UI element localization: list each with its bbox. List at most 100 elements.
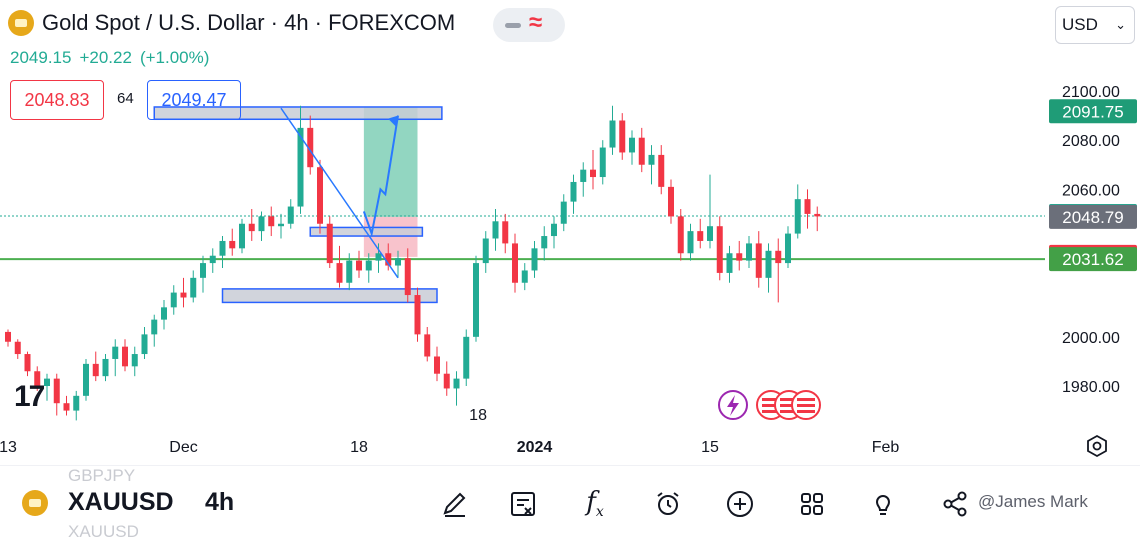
buy-button[interactable]: 2049.47: [147, 80, 241, 120]
indicators-button[interactable]: fx: [575, 484, 615, 524]
order-panel-button[interactable]: [503, 484, 543, 524]
projection-arrowhead: [388, 115, 398, 127]
candle-body: [638, 137, 645, 165]
ideas-button[interactable]: [863, 484, 903, 524]
document-close-icon: [511, 492, 535, 516]
candle-body: [229, 240, 236, 249]
price-chart[interactable]: 1980.00 2000.00 2060.00 2080.00 2100.002091.…: [0, 0, 1140, 466]
candle-body: [131, 354, 138, 367]
symbol-title-text: Gold Spot / U.S. Dollar · 4h · FOREXCOM: [42, 10, 456, 35]
x-tick-label: 13: [0, 439, 17, 456]
candle-body: [102, 358, 109, 377]
candle-body: [473, 263, 479, 337]
draw-tool-button[interactable]: [434, 484, 474, 524]
function-icon: fx: [586, 487, 604, 521]
price-tag-label: 2048.79: [1062, 208, 1123, 227]
plus-circle-icon: [727, 491, 753, 517]
candle-body: [180, 292, 187, 298]
lightning-bolt: [727, 395, 739, 416]
candle-body: [190, 277, 197, 298]
currency-select[interactable]: USD ⌄: [1055, 6, 1135, 44]
grid-icon: [801, 493, 823, 515]
share-button[interactable]: [935, 484, 975, 524]
candle-body: [44, 378, 50, 386]
candle-body: [687, 231, 694, 254]
currency-value: USD: [1062, 15, 1098, 34]
candle-body: [434, 356, 440, 374]
price-change-row: 2049.15 +20.22 (+1.00%): [10, 48, 209, 68]
candle-body: [83, 363, 89, 396]
candle-body: [629, 137, 635, 153]
candle-body: [668, 186, 674, 217]
chart-title[interactable]: Gold Spot / U.S. Dollar · 4h · FOREXCOM: [8, 10, 455, 36]
candle-body: [92, 363, 99, 377]
flag-stripe: [797, 404, 815, 407]
price-change-percent: (+1.00%): [139, 48, 210, 67]
y-tick-label: 2060.00: [1062, 182, 1120, 199]
candle-body: [385, 253, 392, 266]
candle-body: [346, 260, 353, 283]
candle-body: [609, 120, 616, 148]
candle-body: [736, 253, 743, 261]
price-tag: [1049, 99, 1137, 124]
price-tag-label: 2091.75: [1062, 102, 1123, 121]
annotation-label: 18: [469, 407, 487, 424]
alert-button[interactable]: [648, 484, 688, 524]
wave-icon[interactable]: ≈: [529, 9, 543, 36]
candle-body: [336, 263, 343, 283]
lightbulb-icon: [875, 495, 891, 515]
candle-body: [278, 223, 284, 227]
candle-body: [560, 201, 567, 224]
flag-stripe: [797, 398, 815, 401]
x-tick-label: 2024: [517, 439, 553, 456]
bottom-toolbar: GBPJPY XAUUSD XAUUSD 4h fx @James Mark: [0, 466, 1140, 541]
candle-body: [424, 334, 431, 357]
layout-button[interactable]: [792, 484, 832, 524]
price-tag-label: 2031.62: [1062, 250, 1123, 269]
candle-body: [395, 258, 401, 266]
minus-icon[interactable]: [505, 23, 521, 28]
price-tag: [1049, 204, 1137, 229]
candle-body: [785, 233, 791, 264]
candle-body: [404, 258, 411, 296]
candle-body: [814, 213, 821, 217]
symbol-picker[interactable]: XAUUSD: [68, 488, 174, 516]
candle-body: [326, 223, 333, 264]
candle-body: [794, 199, 801, 234]
symbol-list-next[interactable]: XAUUSD: [68, 522, 139, 541]
candle-body: [307, 127, 314, 168]
candle-body: [141, 334, 148, 355]
candle-body: [707, 226, 713, 241]
gear-center: [1092, 441, 1102, 451]
candle-body: [239, 223, 245, 249]
candle-body: [297, 127, 304, 207]
symbol-list-prev[interactable]: GBPJPY: [68, 466, 136, 485]
interval-picker[interactable]: 4h: [205, 488, 235, 516]
candle-body: [619, 120, 626, 153]
candle-body: [580, 169, 587, 182]
y-tick-label: 1980.00: [1062, 379, 1120, 396]
flag-stripe: [780, 410, 798, 413]
chart-style-toggle[interactable]: ≈: [493, 8, 565, 42]
x-tick-label: Dec: [169, 439, 197, 456]
sell-button[interactable]: 2048.83: [10, 80, 104, 120]
candle-body: [453, 378, 460, 389]
y-tick-label: 2000.00: [1062, 330, 1120, 347]
candle-body: [375, 253, 382, 261]
candle-body: [726, 253, 733, 273]
candle-body: [551, 223, 557, 237]
candle-body: [5, 331, 11, 342]
trendline: [280, 107, 399, 279]
candle-body: [775, 250, 782, 264]
candle-body: [755, 243, 762, 278]
watermark-text: @James Mark: [978, 492, 1088, 511]
candle-body: [414, 295, 421, 335]
add-button[interactable]: [720, 484, 760, 524]
candle-body: [463, 336, 470, 379]
candle-body: [443, 373, 450, 389]
candle-body: [161, 307, 167, 320]
gear-hexagon-icon: [1087, 434, 1107, 458]
candle-body: [258, 216, 265, 232]
zone-resistance: [153, 106, 443, 121]
spread-value: 64: [117, 90, 134, 107]
